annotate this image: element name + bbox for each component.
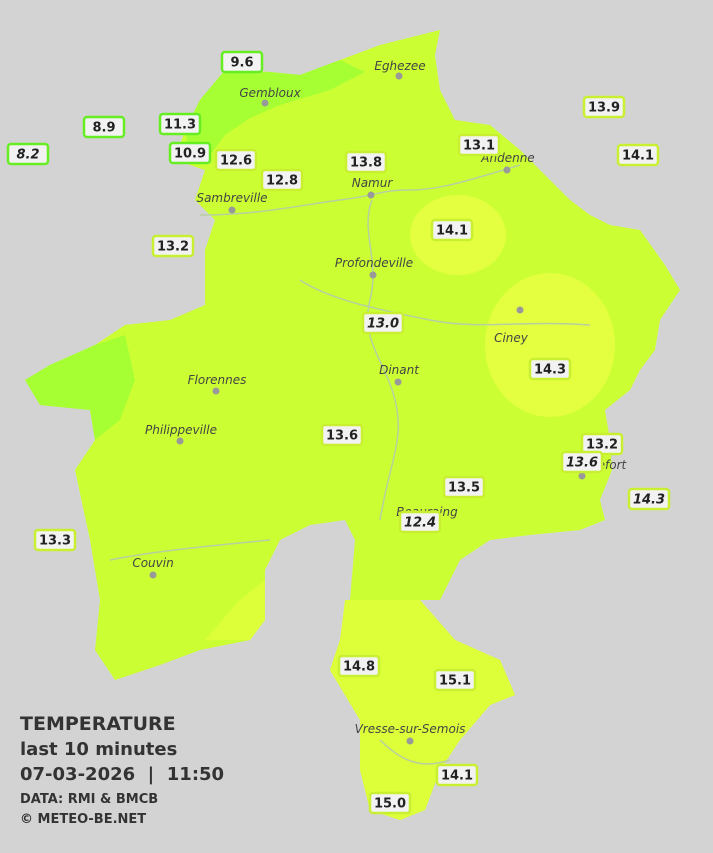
station-value: 13.3 (39, 534, 71, 549)
city-dot (228, 206, 236, 214)
station-box (260, 168, 304, 192)
station-value: 14.1 (436, 224, 468, 239)
city-label: Dinant (379, 363, 420, 377)
station-value: 11.3 (164, 118, 196, 133)
city-dot (212, 387, 220, 395)
station-box (442, 475, 486, 499)
station-value: 14.3 (633, 493, 665, 508)
station-box (368, 791, 412, 815)
city-dot (176, 437, 184, 445)
cool-zone (185, 60, 365, 160)
legend-source: DATA: RMI & BMCB (20, 792, 158, 807)
station-box (320, 423, 364, 447)
station-value: 8.9 (92, 121, 115, 136)
station-box (560, 450, 604, 474)
legend-subtitle: last 10 minutes (20, 739, 177, 760)
station-value: 14.1 (441, 769, 473, 784)
city-dot (367, 191, 375, 199)
station-value: 8.2 (16, 148, 39, 163)
city-label: Profondeville (335, 256, 413, 270)
station-box (220, 50, 264, 74)
station-box (337, 654, 381, 678)
station-value: 12.4 (404, 516, 436, 531)
station-box (433, 668, 477, 692)
city-dot (406, 737, 414, 745)
station-value: 13.1 (463, 139, 495, 154)
station-value: 13.2 (586, 438, 618, 453)
city-label: Namur (352, 176, 394, 190)
station-box (457, 133, 501, 157)
station-box (158, 112, 202, 136)
legend-title: TEMPERATURE (20, 713, 176, 735)
river (109, 164, 591, 765)
station-value: 15.0 (374, 797, 406, 812)
warm-zone (205, 580, 265, 640)
station-box (435, 763, 479, 787)
station-value: 13.9 (588, 101, 620, 116)
cool-zone (25, 335, 135, 440)
city-dot (578, 472, 586, 480)
station-value: 15.1 (439, 674, 471, 689)
city-label: Florennes (188, 373, 247, 387)
legend-copyright: © METEO-BE.NET (20, 812, 146, 827)
station-box (627, 487, 671, 511)
station-box (616, 143, 660, 167)
station-box (6, 142, 50, 166)
city-dot (261, 99, 269, 107)
station-box (82, 115, 126, 139)
station-box (430, 218, 474, 242)
station-box (344, 150, 388, 174)
station-value: 13.2 (157, 240, 189, 255)
station-value: 14.1 (622, 149, 654, 164)
city-label: Eghezee (374, 59, 425, 73)
station-value: 12.8 (266, 174, 298, 189)
city-dot (369, 271, 377, 279)
city-dot (516, 306, 524, 314)
city-label: Sambreville (196, 191, 267, 205)
station-value: 13.6 (566, 456, 598, 471)
city-dot (395, 72, 403, 80)
city-label: Couvin (132, 556, 173, 570)
station-value: 12.6 (220, 154, 252, 169)
station-value: 10.9 (174, 147, 206, 162)
station-box (361, 311, 405, 335)
station-value: 9.6 (230, 56, 253, 71)
station-box (214, 148, 258, 172)
station-box (582, 95, 626, 119)
station-box (168, 141, 212, 165)
station-box (33, 528, 77, 552)
station-value: 13.0 (367, 317, 399, 332)
legend-datetime: 07-03-2026 | 11:50 (20, 764, 224, 785)
station-value: 13.5 (448, 481, 480, 496)
city-dot (394, 378, 402, 386)
city-label: Vresse-sur-Semois (355, 722, 466, 736)
station-value: 13.8 (350, 156, 382, 171)
station-value: 14.8 (343, 660, 375, 675)
city-label: Ciney (494, 331, 529, 345)
city-label: Gembloux (239, 86, 301, 100)
city-dot (149, 571, 157, 579)
station-box (398, 510, 442, 534)
station-box (528, 357, 572, 381)
city-label: Philippeville (145, 423, 217, 437)
station-box (151, 234, 195, 258)
station-value: 13.6 (326, 429, 358, 444)
city-dot (503, 166, 511, 174)
station-value: 14.3 (534, 363, 566, 378)
warm-zone (485, 273, 615, 417)
